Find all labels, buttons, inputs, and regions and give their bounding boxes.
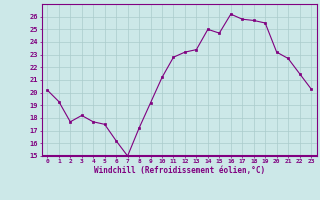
X-axis label: Windchill (Refroidissement éolien,°C): Windchill (Refroidissement éolien,°C) bbox=[94, 166, 265, 175]
